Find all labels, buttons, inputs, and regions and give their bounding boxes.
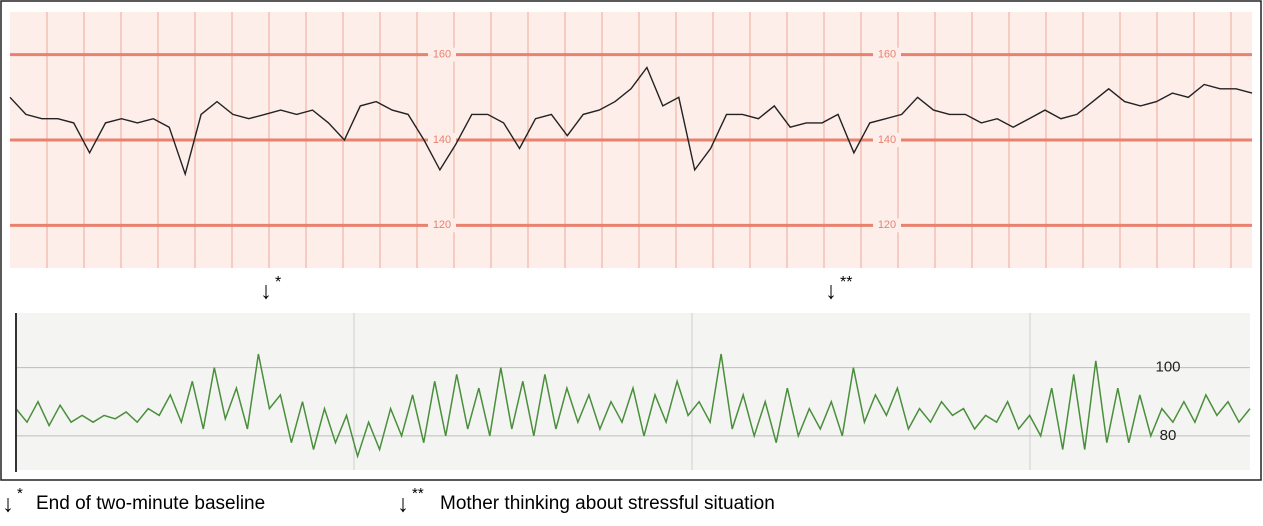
mark: ** xyxy=(412,485,424,502)
mark: ** xyxy=(840,274,852,291)
y-tick-label: 160 xyxy=(878,49,896,61)
y-tick-label: 80 xyxy=(1160,427,1177,444)
y-tick-label: 140 xyxy=(878,134,896,146)
mark: * xyxy=(17,485,23,502)
y-tick-label: 140 xyxy=(433,134,451,146)
figure: ↓ * ↓ ** ↓ * End of two-minute baseline … xyxy=(0,0,1263,521)
caption: ↓ * End of two-minute baseline ↓ ** Moth… xyxy=(2,485,775,517)
arrow: ↓ xyxy=(825,277,837,304)
y-tick-label: 120 xyxy=(878,219,896,231)
arrow: ↓ xyxy=(2,490,14,517)
y-tick-label: 100 xyxy=(1155,359,1180,376)
arrow: ↓ xyxy=(397,490,409,517)
panel-background xyxy=(16,313,1250,470)
arrow: ↓ xyxy=(260,277,272,304)
y-tick-label: 120 xyxy=(433,219,451,231)
mark: * xyxy=(275,274,281,291)
caption-text: Mother thinking about stressful situatio… xyxy=(440,493,775,514)
y-tick-label: 160 xyxy=(433,49,451,61)
page: ↓ * ↓ ** ↓ * End of two-minute baseline … xyxy=(0,0,1263,521)
caption-text: End of two-minute baseline xyxy=(36,493,265,514)
